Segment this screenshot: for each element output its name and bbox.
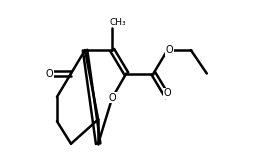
Text: O: O — [164, 88, 171, 98]
Text: O: O — [166, 45, 173, 55]
Text: O: O — [108, 93, 116, 103]
Text: O: O — [46, 69, 53, 79]
Text: CH₃: CH₃ — [109, 18, 126, 27]
